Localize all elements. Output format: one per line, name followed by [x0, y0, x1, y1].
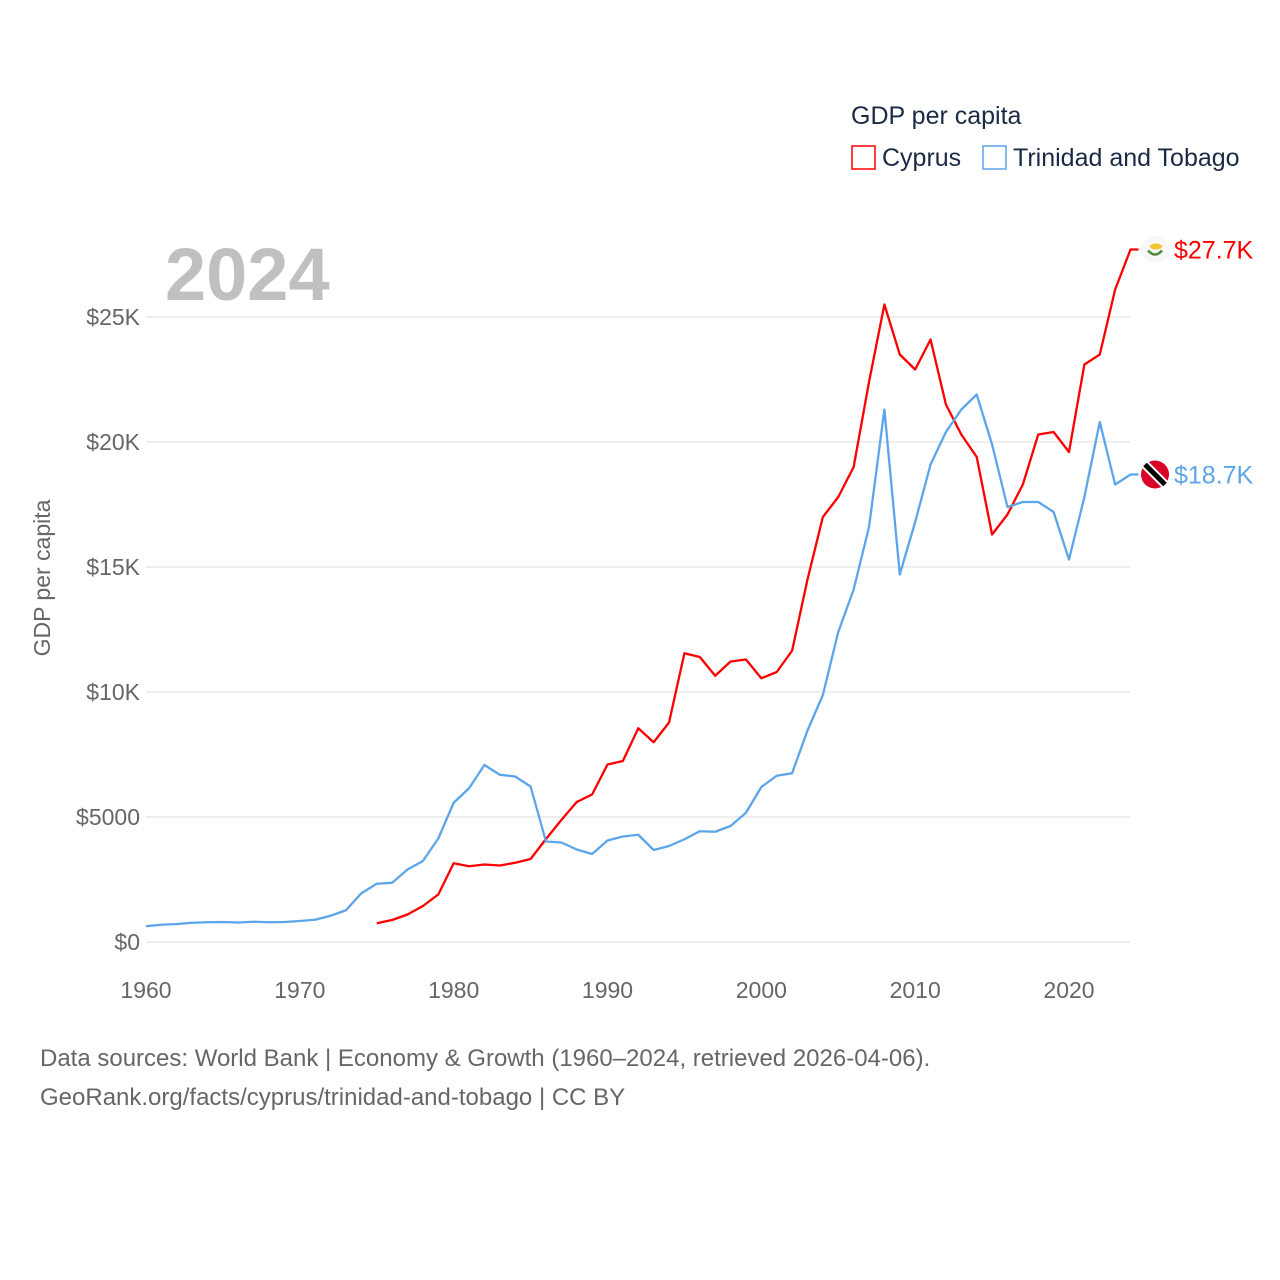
legend-swatch-trinidad — [982, 145, 1007, 170]
flag-island — [1150, 243, 1162, 250]
legend-item-trinidad[interactable]: Trinidad and Tobago — [982, 144, 1240, 172]
x-tick-label: 2000 — [736, 977, 787, 1003]
series-lines — [145, 248, 1139, 928]
x-axis-ticks: 1960 1970 1980 1990 2000 2010 2020 — [120, 977, 1094, 1003]
y-tick-label: $5000 — [76, 804, 140, 830]
footer-sources: Data sources: World Bank | Economy & Gro… — [40, 1045, 931, 1072]
end-value-label: $27.7K — [1174, 237, 1254, 265]
y-tick-label: $0 — [114, 929, 140, 955]
series-line-cyprus — [376, 248, 1139, 925]
year-watermark: 2024 — [165, 233, 330, 316]
y-axis-label: GDP per capita — [29, 499, 55, 656]
series-line-trinidad — [145, 393, 1139, 928]
y-axis-ticks: $0 $5000 $10K $15K $20K $25K — [76, 304, 141, 955]
x-tick-label: 2020 — [1043, 977, 1094, 1003]
flag-bg — [1141, 235, 1169, 264]
flag-stripe-black — [1143, 462, 1167, 487]
x-tick-label: 1960 — [120, 977, 171, 1003]
footer-link[interactable]: GeoRank.org/facts/cyprus/trinidad-and-to… — [40, 1084, 626, 1111]
y-tick-label: $25K — [86, 304, 140, 330]
x-tick-label: 2010 — [890, 977, 941, 1003]
end-labels: $27.7K $18.7K — [1141, 235, 1254, 490]
x-tick-label: 1990 — [582, 977, 633, 1003]
x-tick-label: 1970 — [274, 977, 325, 1003]
cyprus-flag-icon — [1141, 235, 1169, 264]
grid-lines — [146, 316, 1130, 943]
legend-swatch-cyprus — [851, 145, 876, 170]
legend-item-cyprus[interactable]: Cyprus — [851, 144, 961, 172]
legend-label-trinidad: Trinidad and Tobago — [1013, 144, 1240, 172]
y-tick-label: $10K — [86, 679, 140, 705]
legend-title: GDP per capita — [851, 102, 1022, 130]
y-tick-label: $20K — [86, 429, 140, 455]
trinidad-flag-icon — [1141, 460, 1169, 489]
end-value-label: $18.7K — [1174, 462, 1254, 490]
x-tick-label: 1980 — [428, 977, 479, 1003]
flag-branches — [1147, 249, 1163, 256]
legend-label-cyprus: Cyprus — [882, 144, 961, 172]
y-tick-label: $15K — [86, 554, 140, 580]
